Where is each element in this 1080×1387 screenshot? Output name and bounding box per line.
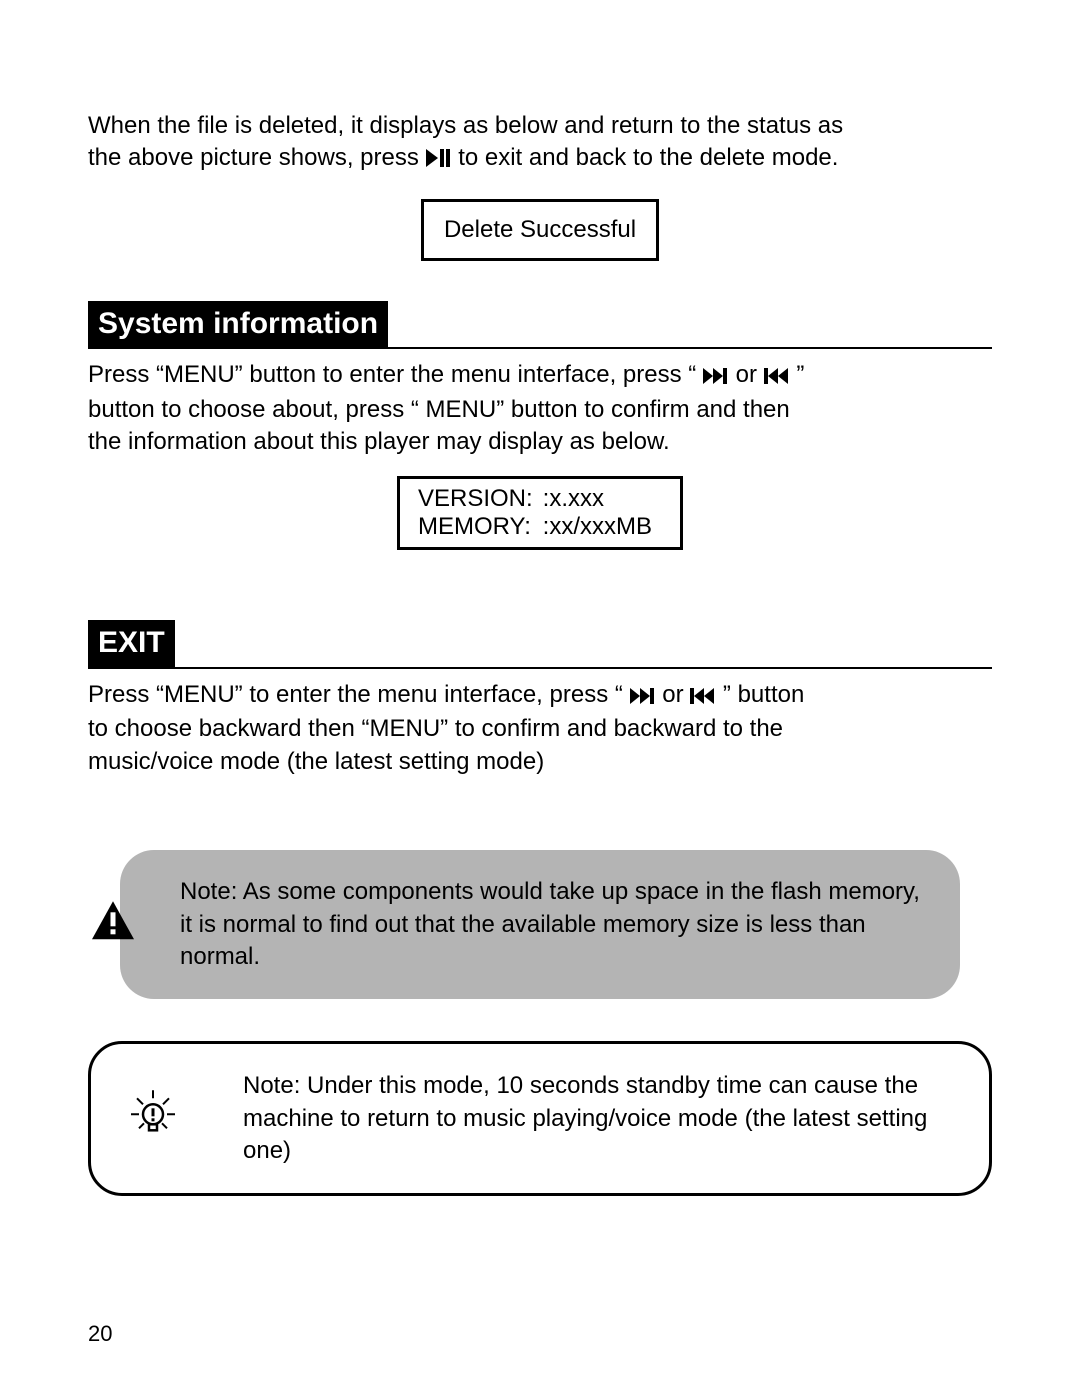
intro-line2b: to exit and back to the delete mode. [458, 144, 838, 171]
table-row: VERSION: :x.xxx [418, 485, 662, 513]
note-memory-text: Note: As some components would take up s… [180, 878, 920, 970]
exit-heading: EXIT [88, 620, 175, 667]
page-number: 20 [88, 1321, 112, 1347]
delete-successful-box: Delete Successful [421, 199, 659, 261]
note-standby-text: Note: Under this mode, 10 seconds standb… [243, 1072, 927, 1164]
memory-value: :xx/xxxMB [543, 513, 662, 541]
manual-page: When the file is deleted, it displays as… [0, 0, 1080, 1387]
lightbulb-icon [127, 1088, 179, 1149]
intro-line1: When the file is deleted, it displays as… [88, 112, 843, 139]
system-info-box: VERSION: :x.xxx MEMORY: :xx/xxxMB [397, 476, 683, 550]
memory-label: MEMORY: [418, 513, 543, 541]
intro-line2a: the above picture shows, press [88, 144, 426, 171]
prev-icon [764, 361, 790, 393]
system-info-heading: System information [88, 301, 388, 348]
version-label: VERSION: [418, 485, 543, 513]
exit-paragraph: Press “MENU” to enter the menu interface… [88, 679, 992, 778]
version-value: :x.xxx [543, 485, 662, 513]
play-pause-icon [426, 144, 452, 176]
next-icon [703, 361, 729, 393]
system-info-heading-row: System information [88, 301, 992, 350]
exit-heading-row: EXIT [88, 620, 992, 669]
warning-icon [90, 899, 136, 950]
table-row: MEMORY: :xx/xxxMB [418, 513, 662, 541]
note-standby: Note: Under this mode, 10 seconds standb… [88, 1041, 992, 1196]
next-icon [630, 681, 656, 713]
note-memory: Note: As some components would take up s… [120, 850, 960, 999]
prev-icon [690, 681, 716, 713]
intro-paragraph: When the file is deleted, it displays as… [88, 110, 992, 177]
system-info-paragraph: Press “MENU” button to enter the menu in… [88, 359, 992, 458]
